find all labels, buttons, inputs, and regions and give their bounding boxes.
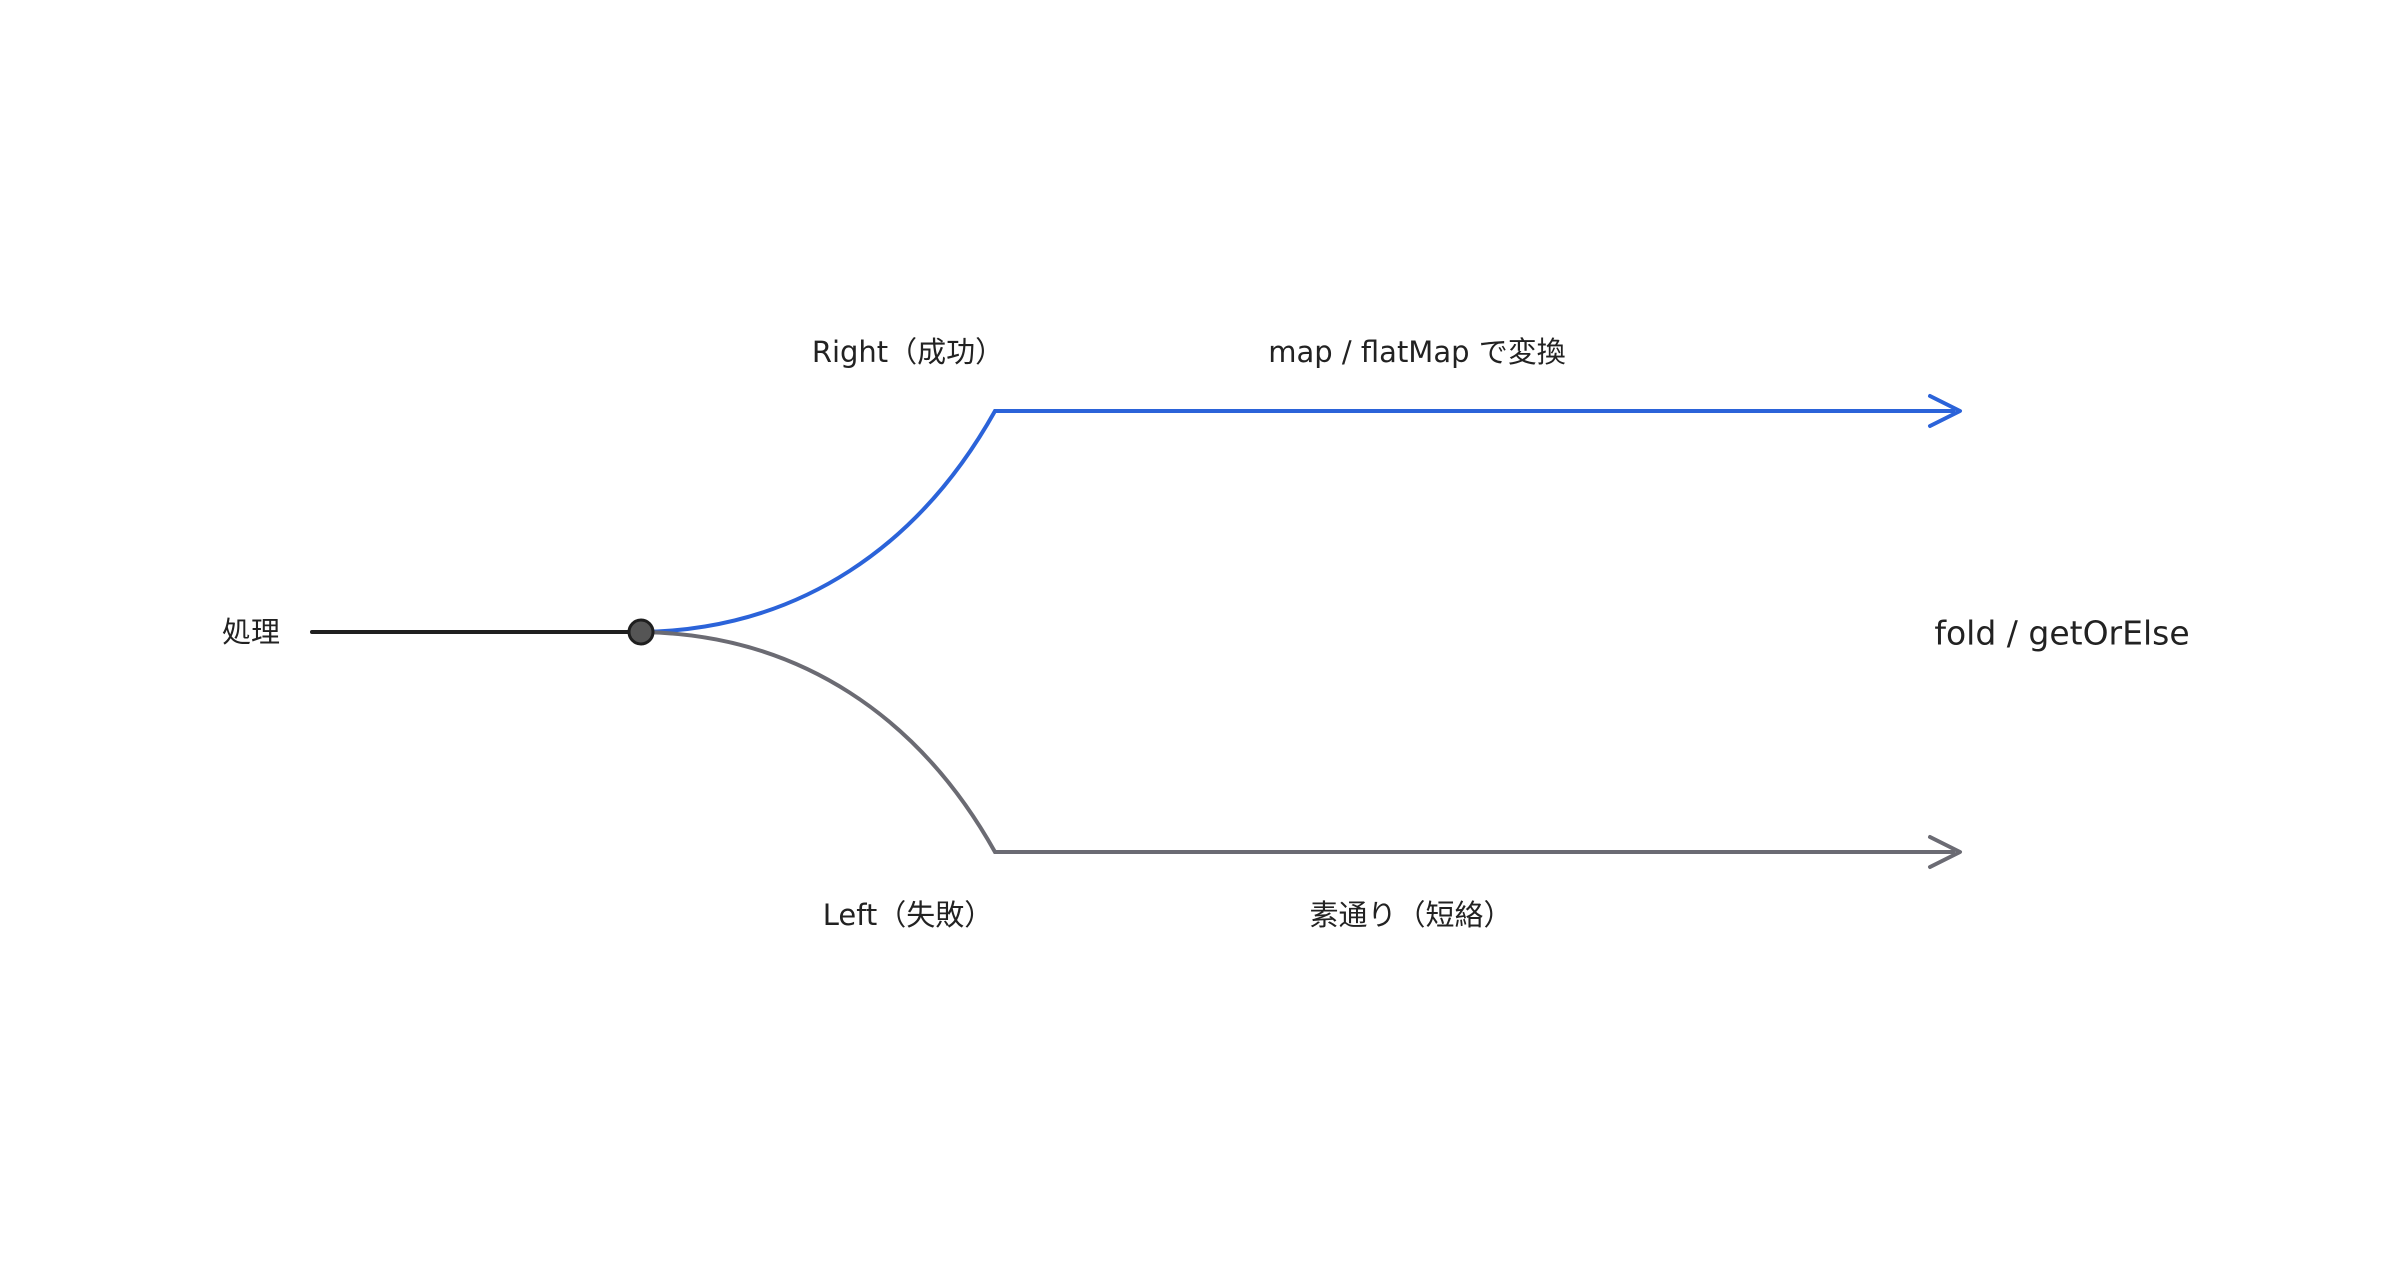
branch-action: map / flatMap で変換 [1268,335,1565,369]
source-label: 処理 [222,615,280,649]
branch-action: 素通り（短絡） [1309,898,1512,932]
result-label: fold / getOrElse [1934,614,2189,653]
right-branch-line [640,409,1955,634]
branch-label: Left（失敗） [823,898,994,932]
split-node [627,618,655,646]
left-branch-line [640,630,1955,854]
branch-label: Right（成功） [812,335,1004,369]
right-arrowhead [1928,394,1962,428]
left-arrowhead [1928,835,1962,869]
